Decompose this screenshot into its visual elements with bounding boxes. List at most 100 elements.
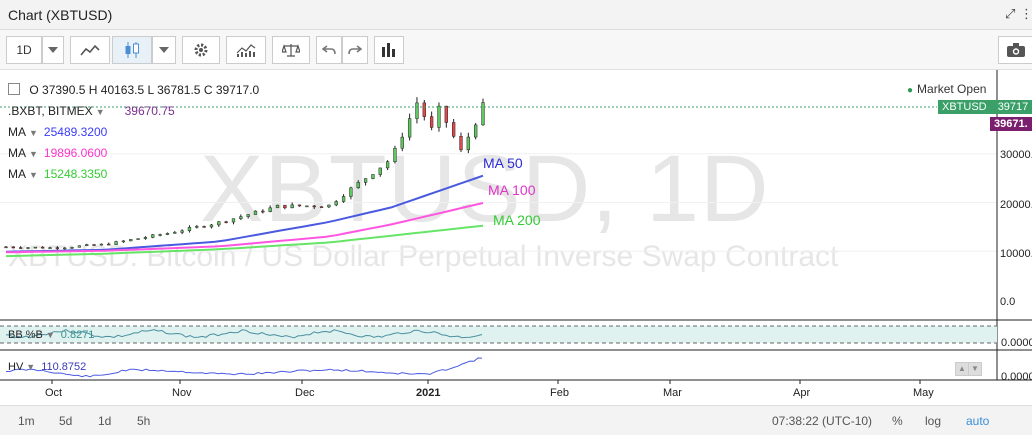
high-value: 40163.5 <box>100 83 145 97</box>
scale-icon <box>282 44 300 57</box>
range-1d-button[interactable]: 1d <box>98 414 112 428</box>
dropdown-arrow-icon[interactable]: ▼ <box>29 170 38 180</box>
bar-chart-icon <box>382 43 395 57</box>
candle <box>253 210 258 215</box>
dropdown-arrow-icon[interactable]: ▼ <box>45 330 55 340</box>
ma-200-label: MA 200 <box>493 212 541 228</box>
range-5h-button[interactable]: 5h <box>137 414 151 428</box>
settings-button[interactable] <box>182 36 220 64</box>
candle <box>136 238 140 240</box>
line-chart-button[interactable] <box>70 36 110 64</box>
open-value: 37390.5 <box>42 83 86 97</box>
dropdown-arrow-icon[interactable]: ▼ <box>29 128 38 138</box>
studies-button[interactable] <box>226 36 266 64</box>
study-name: .BXBT, BITMEX <box>8 104 93 118</box>
candle <box>63 247 67 250</box>
bxbt-price-tag: 39671. <box>990 117 1032 131</box>
snapshot-button[interactable] <box>998 36 1032 64</box>
menu-dots-icon[interactable]: ⋮ <box>1020 6 1032 21</box>
candle <box>239 216 243 219</box>
candlestick-button[interactable] <box>112 36 152 64</box>
candle <box>466 136 470 151</box>
study-value: 39670.75 <box>124 104 175 118</box>
camera-icon <box>1007 43 1025 57</box>
candle <box>4 246 8 249</box>
dropdown-arrow-icon[interactable]: ▼ <box>95 107 105 117</box>
candle <box>378 167 382 175</box>
interval-label: 1D <box>16 43 32 57</box>
study-legend-ma-50[interactable]: MA ▼ 25489.3200 <box>8 125 107 139</box>
watermark-description: XBTUSD: Bitcoin / US Dollar Perpetual In… <box>8 240 839 273</box>
candle <box>48 247 52 249</box>
interval-dropdown-button[interactable] <box>42 36 64 64</box>
y-axis-tick: 30000. <box>1000 149 1032 161</box>
auto-scale-button[interactable]: auto <box>966 414 990 428</box>
expand-icon[interactable]: ⤢ <box>1005 6 1016 21</box>
y-axis-tick: 10000. <box>1000 248 1032 260</box>
range-5d-button[interactable]: 5d <box>59 414 73 428</box>
hv-value: 110.8752 <box>41 361 87 373</box>
market-status: ● Market Open <box>907 82 986 96</box>
chart-toolbar: 1D <box>0 30 1032 70</box>
study-value: 25489.3200 <box>43 125 108 139</box>
candle <box>297 204 302 207</box>
hv-line <box>6 357 483 378</box>
candle <box>231 218 236 223</box>
candle <box>275 204 280 209</box>
candle <box>33 246 38 249</box>
study-legend-bxbt[interactable]: .BXBT, BITMEX ▼ 39670.75 <box>8 104 175 118</box>
chart-type-dropdown-button[interactable] <box>152 36 176 64</box>
candle <box>187 227 192 232</box>
symbol-tag-value: 39717 <box>997 101 1029 113</box>
study-legend-ma-100[interactable]: MA ▼ 19896.0600 <box>8 146 107 160</box>
x-axis-tick: Apr <box>793 387 811 399</box>
dropdown-arrow-icon[interactable]: ▼ <box>26 362 36 372</box>
bb-pane-legend: BB %B ▼ 0.8271 <box>8 329 94 341</box>
gear-icon <box>194 43 208 57</box>
caret-down-icon <box>159 47 169 53</box>
symbol-tag-name: XBTUSD <box>942 101 987 113</box>
close-label: C <box>203 83 213 97</box>
bars-button[interactable] <box>374 36 404 64</box>
candle <box>385 161 390 169</box>
candle <box>327 204 331 208</box>
interval-button[interactable]: 1D <box>6 36 42 64</box>
candle <box>268 207 272 212</box>
study-legend-ma-200[interactable]: MA ▼ 15248.3350 <box>8 167 107 181</box>
candle <box>319 206 324 208</box>
compare-button[interactable] <box>272 36 310 64</box>
x-axis-tick: Oct <box>45 387 63 399</box>
caret-down-icon <box>48 47 58 53</box>
percent-scale-button[interactable]: % <box>892 414 903 428</box>
hv-axis-tick: 0.0000 <box>1001 371 1032 383</box>
pane-down-icon[interactable]: ▼ <box>968 362 982 376</box>
candle <box>459 136 463 151</box>
study-name: MA <box>8 125 26 139</box>
chart-area[interactable] <box>0 70 1032 405</box>
candle <box>429 116 434 128</box>
redo-button[interactable] <box>342 36 368 64</box>
candle <box>217 221 221 226</box>
undo-button[interactable] <box>316 36 342 64</box>
candle <box>305 205 309 208</box>
candle <box>209 224 214 228</box>
candle <box>261 210 265 213</box>
range-1m-button[interactable]: 1m <box>18 414 35 428</box>
x-axis-tick: Mar <box>663 387 682 399</box>
x-axis-tick: 2021 <box>416 387 441 399</box>
collapse-legend-icon[interactable] <box>8 83 20 95</box>
candle <box>55 247 60 249</box>
candle <box>415 102 419 119</box>
log-scale-button[interactable]: log <box>925 414 942 428</box>
candle <box>11 246 15 249</box>
ma-50-line <box>5 174 484 253</box>
candlestick-icon <box>125 42 139 58</box>
candle <box>371 174 375 179</box>
price-chart[interactable] <box>0 70 1032 405</box>
dropdown-arrow-icon[interactable]: ▼ <box>29 149 38 159</box>
bb-percent-b-line <box>5 329 483 339</box>
clock-display: 07:38:22 (UTC-10) <box>772 414 873 428</box>
low-value: 36781.5 <box>157 83 201 97</box>
candle <box>341 196 346 202</box>
pane-up-icon[interactable]: ▲ <box>955 362 969 376</box>
